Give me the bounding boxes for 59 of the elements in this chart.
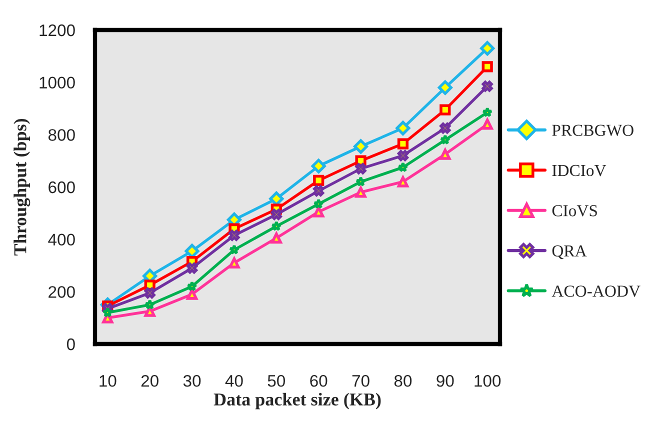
point <box>397 150 409 162</box>
point <box>440 134 451 145</box>
legend-label: PRCBGWO <box>552 124 634 136</box>
point <box>144 299 156 310</box>
point <box>186 288 198 300</box>
point <box>355 186 366 198</box>
y-tick-label: 800 <box>48 129 75 141</box>
x-tick-label: 40 <box>225 374 243 387</box>
x-axis-title: Data packet size (KB) <box>214 392 381 410</box>
point <box>313 174 324 186</box>
y-tick-label: 0 <box>66 338 75 350</box>
point <box>355 176 366 187</box>
point <box>396 120 410 136</box>
point <box>440 122 451 134</box>
point <box>482 80 493 92</box>
legend-label: CIoVS <box>552 205 597 216</box>
point <box>228 244 240 255</box>
point <box>270 208 282 220</box>
point <box>354 139 368 154</box>
legend-label: ACO-AODV <box>552 286 640 297</box>
point <box>271 220 282 232</box>
point <box>270 232 282 244</box>
point <box>102 307 114 318</box>
point <box>228 257 240 268</box>
x-tick-label: 70 <box>352 374 370 387</box>
point <box>144 287 156 299</box>
y-tick-label: 1200 <box>40 24 75 36</box>
point <box>480 41 495 56</box>
x-tick-label: 80 <box>394 374 412 387</box>
y-axis-title: Throughput (bps) <box>14 118 30 256</box>
point <box>186 262 198 274</box>
x-tick-label: 60 <box>310 374 328 387</box>
point <box>482 61 493 72</box>
point <box>440 148 451 160</box>
point <box>313 206 324 218</box>
y-tick-label: 400 <box>48 234 75 246</box>
x-tick-label: 10 <box>100 374 116 387</box>
point <box>311 158 326 174</box>
point <box>438 80 452 95</box>
legend-label: QRA <box>552 245 587 260</box>
point <box>313 185 324 196</box>
x-tick-label: 90 <box>436 374 454 387</box>
y-tick-label: 600 <box>48 181 75 194</box>
legend-label: IDCIoV <box>552 164 606 176</box>
point <box>398 162 408 172</box>
x-tick-label: 30 <box>183 374 201 387</box>
point <box>482 106 493 118</box>
point <box>440 104 451 116</box>
x-tick-label: 100 <box>474 374 501 387</box>
x-tick-label: 20 <box>141 374 158 387</box>
y-tick-label: 200 <box>48 286 75 298</box>
point <box>313 198 324 209</box>
x-tick-label: 50 <box>268 374 286 387</box>
point <box>186 280 198 292</box>
point <box>228 230 240 241</box>
point <box>355 163 366 174</box>
point <box>397 176 409 188</box>
y-tick-label: 1000 <box>40 76 75 89</box>
point <box>397 138 409 150</box>
